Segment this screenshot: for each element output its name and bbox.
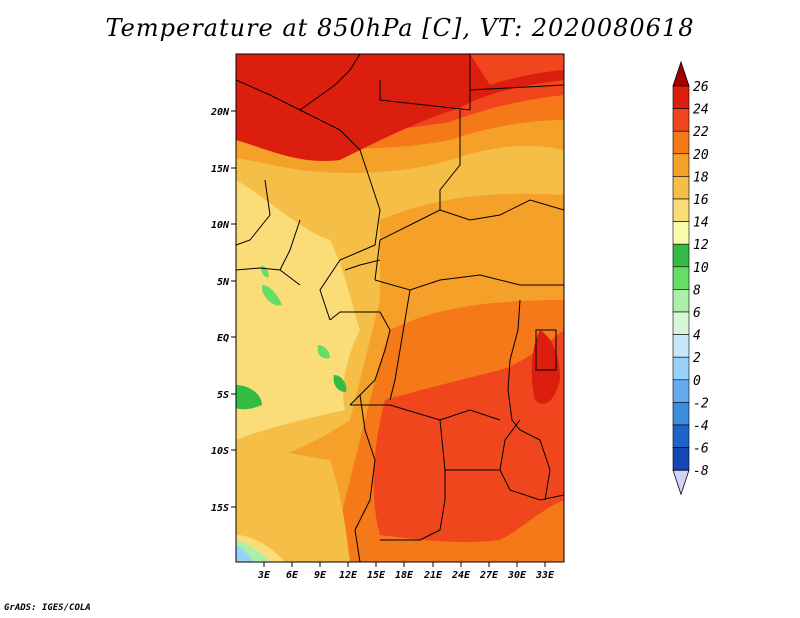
colorbar-swatch [672,311,690,335]
lon-label: 21E [423,570,443,581]
colorbar-label: 14 [693,216,709,231]
colorbar-label: -2 [693,396,709,411]
colorbar-swatch [672,447,690,471]
lon-label: 15E [367,570,386,581]
colorbar-label: 26 [693,80,709,95]
lon-label: 12E [339,570,358,581]
colorbar-swatch [672,424,690,448]
colorbar-swatch [672,334,690,358]
colorbar-swatch [672,402,690,426]
colorbar-label: 10 [693,261,709,276]
lon-labels: 3E 6E 9E 12E 15E 18E 21E 24E 27E 30E 33E [257,570,555,581]
lat-label: 10S [211,446,229,457]
colorbar-swatch [672,130,690,155]
lat-label: 5S [217,390,229,401]
colorbar-label: 16 [693,193,709,208]
colorbar-swatch [672,108,690,132]
colorbar-swatch [672,266,690,290]
colorbar-label: 4 [693,329,701,344]
colorbar-label: 22 [693,125,709,140]
colorbar-label: -4 [693,419,709,434]
colorbar-swatch [672,221,690,245]
grads-credit: GrADS: IGES/COLA [4,603,91,613]
temperature-field [236,54,564,562]
lat-label: EQ [217,333,229,344]
lat-label: 10N [211,220,230,231]
colorbar-label: 12 [693,238,709,253]
map-title: Temperature at 850hPa [C], VT: 202008061… [105,14,695,42]
colorbar-swatch [672,356,690,381]
colorbar-label: 24 [693,103,709,118]
lat-label: 15N [211,164,230,175]
lon-label: 9E [314,570,327,581]
lon-label: 3E [257,570,271,581]
colorbar-label: 0 [693,374,701,389]
lat-ticks [231,110,236,508]
colorbar-label: 8 [693,283,701,298]
country-borders [236,54,564,562]
colorbar-label: 20 [693,148,709,163]
colorbar-swatch [672,379,690,403]
colorbar-label: 18 [693,170,709,185]
colorbar-label: -6 [693,442,709,457]
lat-label: 5N [217,277,230,288]
lat-labels: 20N 15N 10N 5N EQ 5S 10S 15S [210,107,230,514]
colorbar-swatch [672,243,690,268]
colorbar-label: -8 [693,464,709,479]
map-frame [235,53,565,563]
colorbar-label: 2 [693,351,701,366]
lon-ticks [263,562,546,567]
colorbar-swatch [672,198,690,222]
colorbar-label: 6 [693,306,701,321]
colorbar-swatch [672,153,690,177]
lon-label: 30E [507,570,527,581]
lat-label: 20N [210,107,230,118]
lon-label: 27E [479,570,499,581]
lon-label: 24E [451,570,471,581]
colorbar-swatch [672,85,690,109]
lon-label: 6E [286,570,299,581]
lon-label: 18E [395,570,414,581]
lon-label: 33E [535,570,555,581]
colorbar-triangle-bottom [672,469,690,496]
colorbar-swatch [672,289,690,313]
lat-label: 15S [211,503,229,514]
colorbar-triangle-top [672,60,690,87]
colorbar-swatch [672,176,690,200]
